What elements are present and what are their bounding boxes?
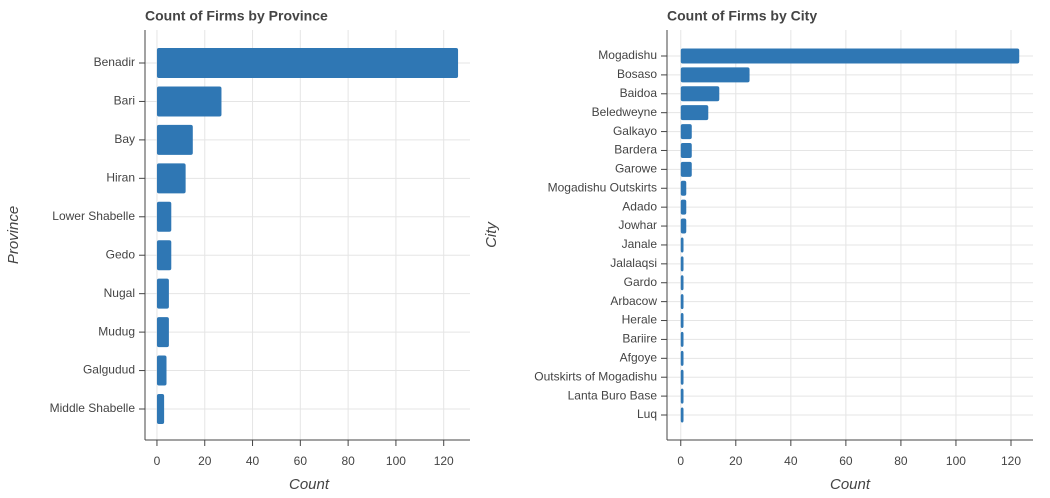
y-tick-label: Gedo [106, 247, 136, 261]
y-tick-label: Bardera [614, 143, 657, 157]
x-tick-label: 20 [729, 454, 743, 468]
x-tick-label: 120 [1001, 454, 1021, 468]
bar [156, 124, 193, 155]
bar [156, 201, 172, 232]
y-tick-label: Mogadishu [598, 48, 657, 62]
bar [680, 67, 750, 83]
y-tick-label: Garowe [615, 162, 657, 176]
y-tick-label: Jalalaqsi [610, 256, 657, 270]
x-axis-label: Count [289, 476, 330, 493]
x-tick-label: 60 [839, 454, 853, 468]
bar [680, 48, 1020, 64]
y-tick-label: Herale [622, 313, 658, 327]
x-tick-label: 0 [677, 454, 684, 468]
bar [680, 369, 684, 385]
bar [680, 350, 684, 366]
bar [680, 407, 684, 423]
y-tick-label: Jowhar [618, 218, 657, 232]
y-tick-label: Hiran [106, 171, 135, 185]
bar [156, 86, 222, 117]
bar [680, 199, 687, 215]
bar [156, 317, 169, 348]
y-tick-label: Bosaso [617, 67, 657, 81]
y-tick-label: Arbacow [610, 294, 657, 308]
y-tick-label: Adado [622, 199, 657, 213]
x-tick-label: 100 [386, 454, 406, 468]
bar [680, 180, 687, 196]
y-axis-label: City [483, 221, 500, 248]
y-tick-label: Luq [637, 407, 657, 421]
x-tick-label: 80 [341, 454, 355, 468]
y-tick-label: Nugal [104, 286, 135, 300]
x-tick-label: 0 [154, 454, 161, 468]
y-tick-label: Mogadishu Outskirts [548, 180, 657, 194]
bar [680, 294, 684, 310]
bar [680, 256, 684, 272]
x-tick-label: 100 [946, 454, 966, 468]
bar [156, 394, 165, 424]
y-tick-label: Bay [114, 132, 135, 146]
y-axis-label: Province [5, 206, 22, 264]
y-tick-label: Galkayo [613, 124, 657, 138]
y-tick-label: Janale [622, 237, 658, 251]
chart-title: Count of Firms by Province [145, 8, 328, 24]
bar [156, 240, 172, 271]
y-tick-label: Lanta Buro Base [568, 388, 658, 402]
y-tick-label: Afgoye [620, 350, 658, 364]
chart-title: Count of Firms by City [667, 8, 817, 24]
y-tick-label: Bariire [622, 332, 657, 346]
y-tick-label: Baidoa [620, 86, 658, 100]
y-tick-label: Bari [114, 94, 135, 108]
bar [680, 331, 684, 347]
x-tick-label: 80 [894, 454, 908, 468]
bar [680, 86, 720, 102]
x-tick-label: 60 [294, 454, 308, 468]
bar [156, 48, 459, 78]
x-tick-label: 20 [198, 454, 212, 468]
y-tick-label: Mudug [98, 324, 135, 338]
bar [680, 313, 684, 329]
y-tick-label: Benadir [94, 55, 135, 69]
bar [680, 161, 692, 177]
x-tick-label: 40 [246, 454, 260, 468]
x-tick-label: 40 [784, 454, 798, 468]
bar [680, 124, 692, 140]
bar [680, 237, 684, 253]
bar [680, 275, 684, 291]
bar [680, 218, 687, 234]
bar [680, 388, 684, 404]
y-tick-label: Beledweyne [592, 105, 658, 119]
x-tick-label: 120 [434, 454, 454, 468]
y-tick-label: Lower Shabelle [52, 209, 135, 223]
y-tick-label: Galgudud [83, 363, 135, 377]
y-tick-label: Outskirts of Mogadishu [534, 369, 657, 383]
bar [680, 142, 692, 158]
bar [156, 278, 169, 309]
bar [156, 355, 167, 386]
y-tick-label: Middle Shabelle [50, 401, 136, 415]
bar [680, 105, 709, 121]
y-tick-label: Gardo [624, 275, 658, 289]
bar [156, 163, 186, 194]
x-axis-label: Count [830, 476, 871, 493]
